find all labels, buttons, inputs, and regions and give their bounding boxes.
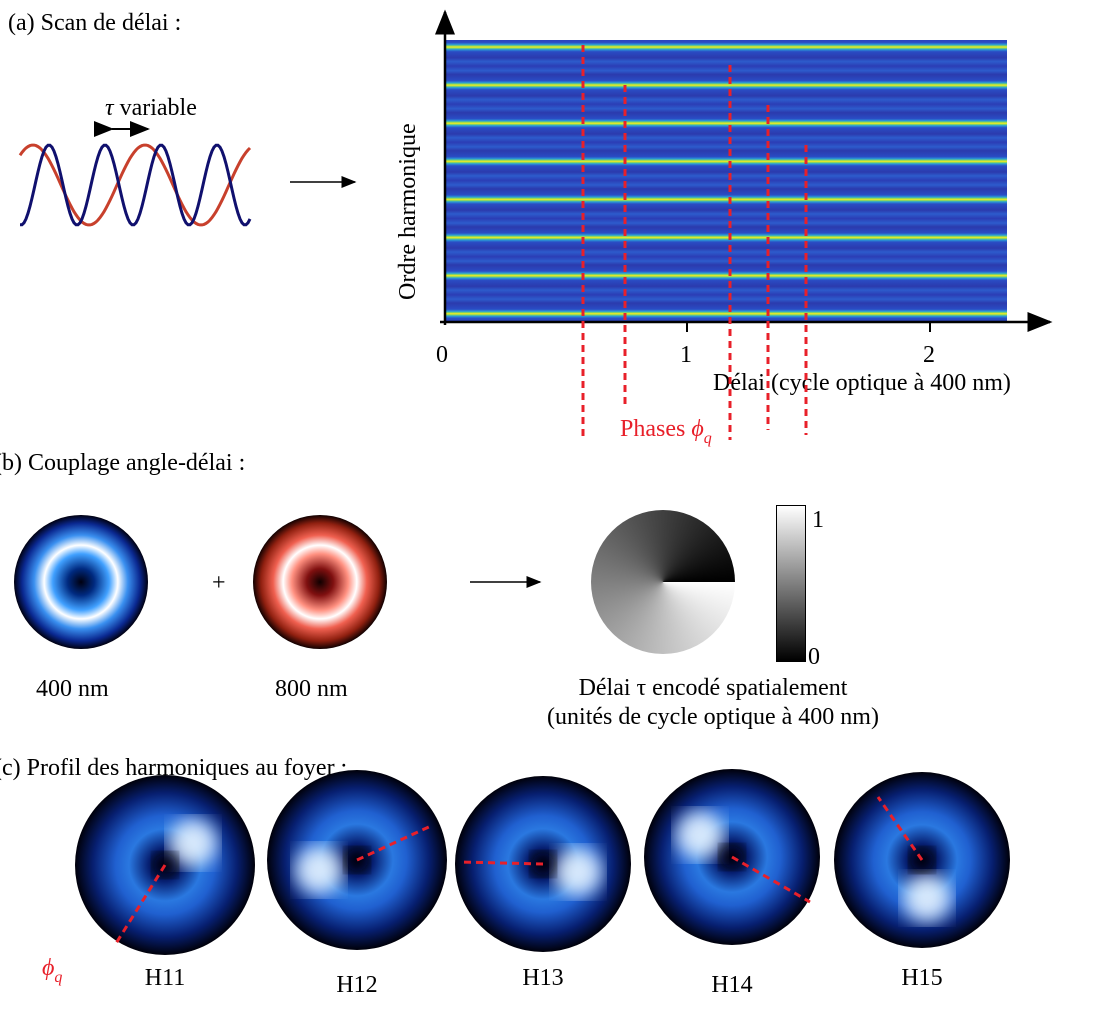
bright-lobe xyxy=(903,874,951,922)
bright-lobe xyxy=(554,848,602,896)
harmonic-label: H13 xyxy=(522,965,563,991)
panel-label: (b) Couplage angle-délai : xyxy=(0,450,245,476)
colorbar xyxy=(776,505,806,662)
panel-label: (a) Scan de délai : xyxy=(8,10,181,36)
text: variable xyxy=(114,95,197,121)
symbol: τ xyxy=(105,95,115,121)
caption: (unités de cycle optique à 400 nm) xyxy=(547,704,879,730)
x-tick-label: 0 xyxy=(436,342,448,368)
beam-400 xyxy=(14,515,148,649)
plus: + xyxy=(212,570,226,596)
colorbar-tick: 1 xyxy=(812,507,824,533)
x-axis-label: Délai (cycle optique à 400 nm) xyxy=(713,370,1011,396)
symbol: ϕ xyxy=(691,416,703,442)
text: Phases xyxy=(620,416,691,442)
wave xyxy=(18,143,252,227)
x-tick-label: 1 xyxy=(680,342,692,368)
phase-line xyxy=(876,796,924,861)
heatmap xyxy=(445,40,1007,322)
subscript: q xyxy=(704,430,712,447)
phase-symbol: ϕq xyxy=(42,955,62,986)
subscript: q xyxy=(54,969,62,986)
harmonics: H11 H12 H13 H14 H15 xyxy=(75,769,1010,998)
beam-800 xyxy=(253,515,387,649)
wave xyxy=(20,143,252,227)
bright-lobe xyxy=(676,811,724,859)
x-tick-label: 2 xyxy=(923,342,935,368)
harmonic-label: H15 xyxy=(901,965,942,991)
phase-line xyxy=(459,860,544,866)
beam-label: 400 nm xyxy=(36,676,109,702)
waves xyxy=(18,143,252,227)
y-axis-label: Ordre harmonique xyxy=(395,123,421,300)
bright-lobe xyxy=(295,846,343,894)
harmonic-label: H14 xyxy=(711,972,752,998)
colorbar-tick: 0 xyxy=(808,644,820,670)
symbol: ϕ xyxy=(42,955,54,981)
caption: Délai τ encodé spatialement xyxy=(579,675,848,701)
phase-line xyxy=(356,823,434,862)
phases-label: Phases ϕq xyxy=(620,416,712,447)
delay-map xyxy=(591,510,735,654)
harmonic-label: H11 xyxy=(145,965,185,991)
harmonic-label: H12 xyxy=(336,972,377,998)
beam-label: 800 nm xyxy=(275,676,348,702)
phase-line xyxy=(731,855,811,904)
phase-line xyxy=(113,864,167,946)
bright-lobe xyxy=(169,819,217,867)
delay-label: τ variable xyxy=(105,95,197,121)
